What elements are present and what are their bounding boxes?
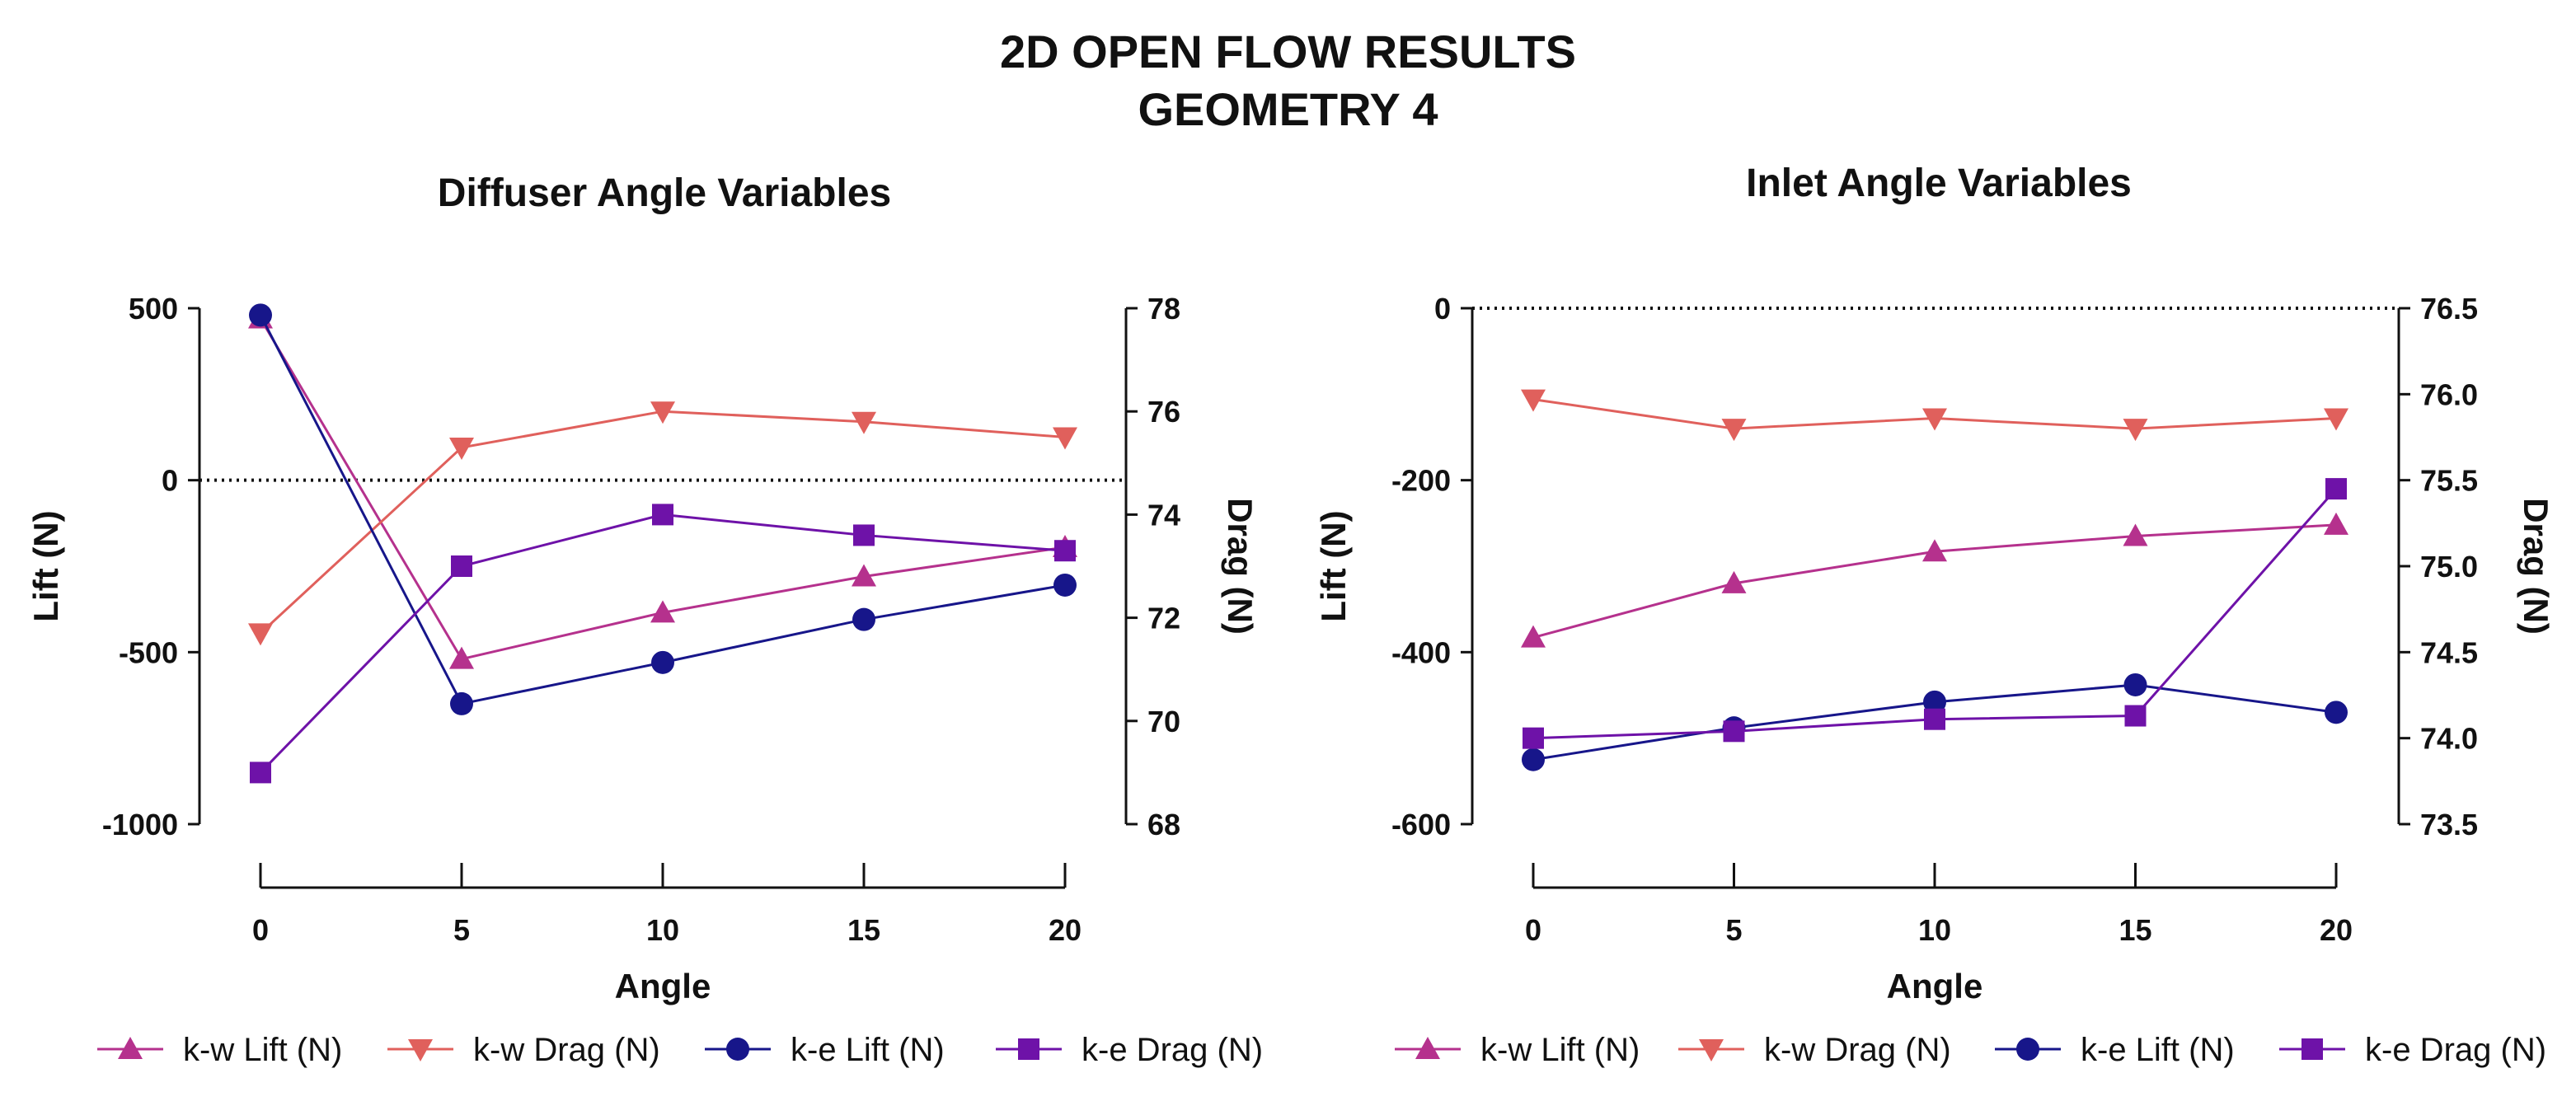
chart1-x-tick-label: 0 [252, 913, 269, 947]
main-title-line1: 2D OPEN FLOW RESULTS [1000, 26, 1576, 77]
chart2-k-w-drag-n-point [1721, 419, 1747, 442]
chart2-y-tick-label: -400 [1391, 635, 1451, 669]
chart2-legend-k-e-drag-n-marker [2302, 1038, 2323, 1060]
chart2-y2-tick-label: 76.0 [2420, 377, 2478, 411]
chart1-k-e-lift-n-point [852, 607, 875, 631]
chart2-k-e-lift-n-point [1923, 690, 1946, 714]
chart2-k-w-drag-n-point [2123, 419, 2148, 442]
chart1-k-e-lift-n-point [1053, 573, 1077, 597]
chart2-y-tick-label: 0 [1434, 292, 1451, 326]
chart1-y-tick-label: 0 [162, 464, 178, 498]
chart1-x-axis-label: Angle [615, 967, 711, 1005]
chart1-k-e-drag-n-point [853, 524, 875, 546]
chart2-legend-k-e-lift-n-marker [2016, 1038, 2039, 1061]
chart2-y2-tick-label: 76.5 [2420, 292, 2478, 326]
chart1-k-w-lift-n-point [852, 564, 876, 587]
chart2-legend-k-w-lift-n-label: k-w Lift (N) [1480, 1032, 1640, 1068]
chart1-title: Diffuser Angle Variables [438, 171, 891, 215]
chart1-k-e-drag-n-point [250, 762, 271, 784]
chart2-y2-axis-label: Drag (N) [2517, 498, 2555, 635]
chart2-x-tick-label: 5 [1725, 913, 1742, 947]
chart1-y-tick-label: -1000 [102, 808, 178, 841]
chart2-legend-k-w-drag-n-label: k-w Drag (N) [1764, 1032, 1951, 1068]
chart2-legend-k-e-lift-n-label: k-e Lift (N) [2081, 1032, 2235, 1068]
chart1-y2-tick-label: 70 [1147, 705, 1180, 738]
chart2-title: Inlet Angle Variables [1746, 162, 2132, 205]
chart1-k-e-drag-n-point [652, 504, 673, 526]
chart1-y2-tick-label: 68 [1147, 808, 1180, 841]
chart1-legend-k-e-drag-n-marker [1018, 1038, 1039, 1060]
chart2-y2-tick-label: 74.5 [2420, 635, 2478, 669]
chart2-k-w-lift-n-point [2123, 523, 2148, 546]
chart2-k-e-lift-n-point [2325, 701, 2348, 724]
chart1-x-tick-label: 10 [646, 913, 679, 947]
main-title-line2: GEOMETRY 4 [1138, 83, 1438, 135]
chart1-y2-tick-label: 72 [1147, 602, 1180, 635]
chart2-y2-tick-label: 73.5 [2420, 808, 2478, 841]
chart1-k-e-drag-n-line [259, 513, 1066, 774]
chart2-k-e-drag-n-point [1523, 727, 1544, 749]
chart2-k-w-drag-n-point [1521, 389, 1546, 412]
chart2-legend-k-e-drag-n-label: k-e Drag (N) [2365, 1032, 2546, 1068]
chart2-x-tick-label: 20 [2320, 913, 2353, 947]
chart1-y2-axis-label: Drag (N) [1221, 498, 1260, 635]
chart1-y2-tick-label: 74 [1147, 498, 1180, 532]
chart1-x-tick-label: 5 [453, 913, 470, 947]
chart2-k-w-lift-n-point [2324, 512, 2348, 535]
chart2-k-w-lift-n-point [1521, 625, 1546, 648]
chart1-legend-k-w-drag-n-marker [408, 1039, 433, 1061]
chart2-k-e-lift-n-point [2123, 673, 2147, 696]
chart1-k-w-drag-n-point [248, 623, 273, 646]
chart1-legend-k-e-drag-n-label: k-e Drag (N) [1082, 1032, 1263, 1068]
chart2-x-tick-label: 0 [1525, 913, 1541, 947]
chart2-x-tick-label: 15 [2119, 913, 2151, 947]
chart1-k-w-lift-n-point [449, 646, 474, 669]
chart2-k-w-lift-n-point [1922, 539, 1947, 562]
chart1-y-axis-label: Lift (N) [26, 510, 65, 621]
chart1-k-e-lift-n-point [249, 303, 272, 327]
chart1-k-e-lift-n-point [450, 691, 473, 715]
chart1-legend-k-w-lift-n-marker [118, 1037, 143, 1059]
chart1-y2-tick-label: 76 [1147, 395, 1180, 429]
chart1-k-e-lift-n-point [651, 650, 674, 674]
chart2-k-e-drag-n-point [1723, 720, 1745, 743]
chart1-k-e-drag-n-point [1054, 540, 1076, 562]
chart1-x-tick-label: 20 [1049, 913, 1082, 947]
chart1-y2-tick-label: 78 [1147, 292, 1180, 326]
chart2-legend-k-w-drag-n-marker [1699, 1039, 1724, 1061]
chart2-k-e-drag-n-point [2124, 705, 2147, 727]
chart1-legend-k-e-lift-n-marker [726, 1038, 749, 1061]
chart1-legend-k-w-drag-n-label: k-w Drag (N) [473, 1032, 660, 1068]
chart2-k-e-drag-n-point [1924, 708, 1945, 730]
chart1-k-w-lift-n-point [650, 600, 675, 623]
chart2-k-w-drag-n-point [1922, 408, 1947, 431]
chart1-y-tick-label: -500 [119, 635, 178, 669]
chart1-x-tick-label: 15 [847, 913, 880, 947]
chart1-k-w-drag-n-point [1053, 427, 1077, 450]
chart2-legend-k-w-lift-n-marker [1415, 1037, 1440, 1059]
chart2-k-w-lift-n-point [1721, 570, 1747, 593]
chart2-y-tick-label: -600 [1391, 808, 1451, 841]
chart2-x-tick-label: 10 [1918, 913, 1951, 947]
chart1-k-w-drag-n-point [852, 411, 876, 434]
chart2-y2-tick-label: 75.0 [2420, 550, 2478, 583]
chart1-legend-k-w-lift-n-label: k-w Lift (N) [183, 1032, 342, 1068]
chart2-y2-tick-label: 74.0 [2420, 722, 2478, 756]
chart2-k-e-drag-n-point [2325, 478, 2347, 500]
chart1-y-tick-label: 500 [129, 292, 178, 326]
chart2-y-tick-label: -200 [1391, 464, 1451, 498]
chart1-k-w-drag-n-point [650, 401, 675, 424]
chart2-k-w-drag-n-point [2324, 408, 2348, 431]
chart1-k-e-drag-n-point [451, 555, 472, 577]
chart2-k-e-lift-n-point [1522, 747, 1545, 771]
chart1-legend-k-e-lift-n-label: k-e Lift (N) [791, 1032, 945, 1068]
chart1-k-w-drag-n-point [449, 438, 474, 461]
chart2-y2-tick-label: 75.5 [2420, 464, 2478, 498]
chart2-x-axis-label: Angle [1887, 967, 1983, 1005]
main-title: 2D OPEN FLOW RESULTS GEOMETRY 4 [0, 23, 2576, 138]
chart2-y-axis-label: Lift (N) [1314, 510, 1353, 621]
